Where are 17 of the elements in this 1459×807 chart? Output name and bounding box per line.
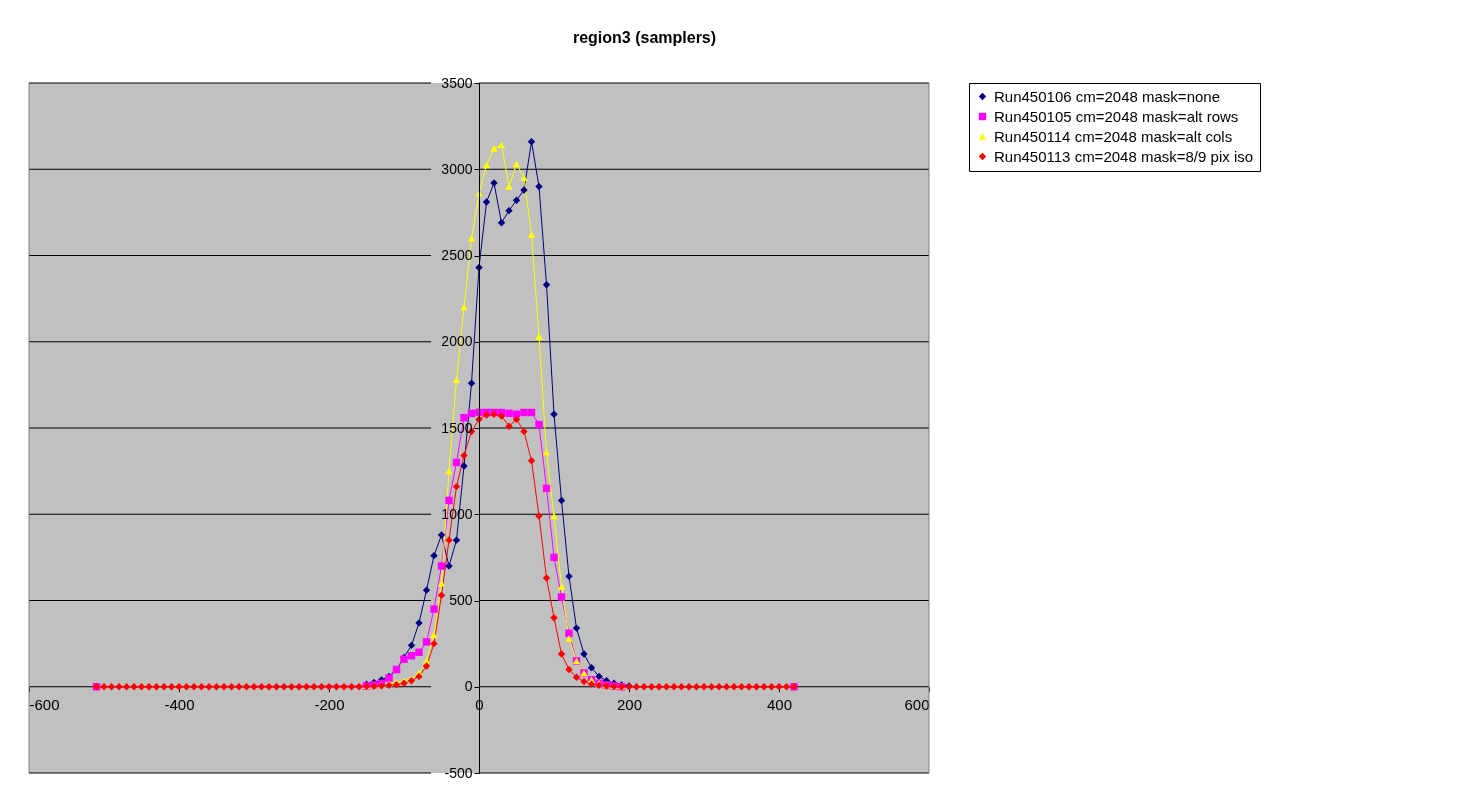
x-tick-label: -600 [29, 696, 60, 714]
x-tick-label: -400 [164, 696, 195, 714]
legend-label: Run450105 cm=2048 mask=alt rows [994, 107, 1239, 125]
y-tick-label: 3500 [441, 74, 473, 91]
y-tick-label: 2000 [441, 333, 473, 350]
x-tick-label: 600 [904, 696, 930, 714]
legend-label: Run450114 cm=2048 mask=alt cols [994, 127, 1233, 145]
x-tick-label: -200 [314, 696, 345, 714]
y-tick-label: -500 [444, 764, 473, 781]
y-tick-label: 0 [464, 678, 473, 695]
chart-title: region3 (samplers) [572, 29, 717, 46]
x-tick-label: 400 [766, 696, 793, 714]
x-tick-label: 200 [616, 696, 643, 714]
legend-label: Run450113 cm=2048 mask=8/9 pix iso [994, 147, 1254, 165]
y-tick-label: 500 [449, 592, 473, 608]
y-tick-label: 3000 [441, 160, 473, 177]
legend-label: Run450106 cm=2048 mask=none [994, 87, 1220, 105]
